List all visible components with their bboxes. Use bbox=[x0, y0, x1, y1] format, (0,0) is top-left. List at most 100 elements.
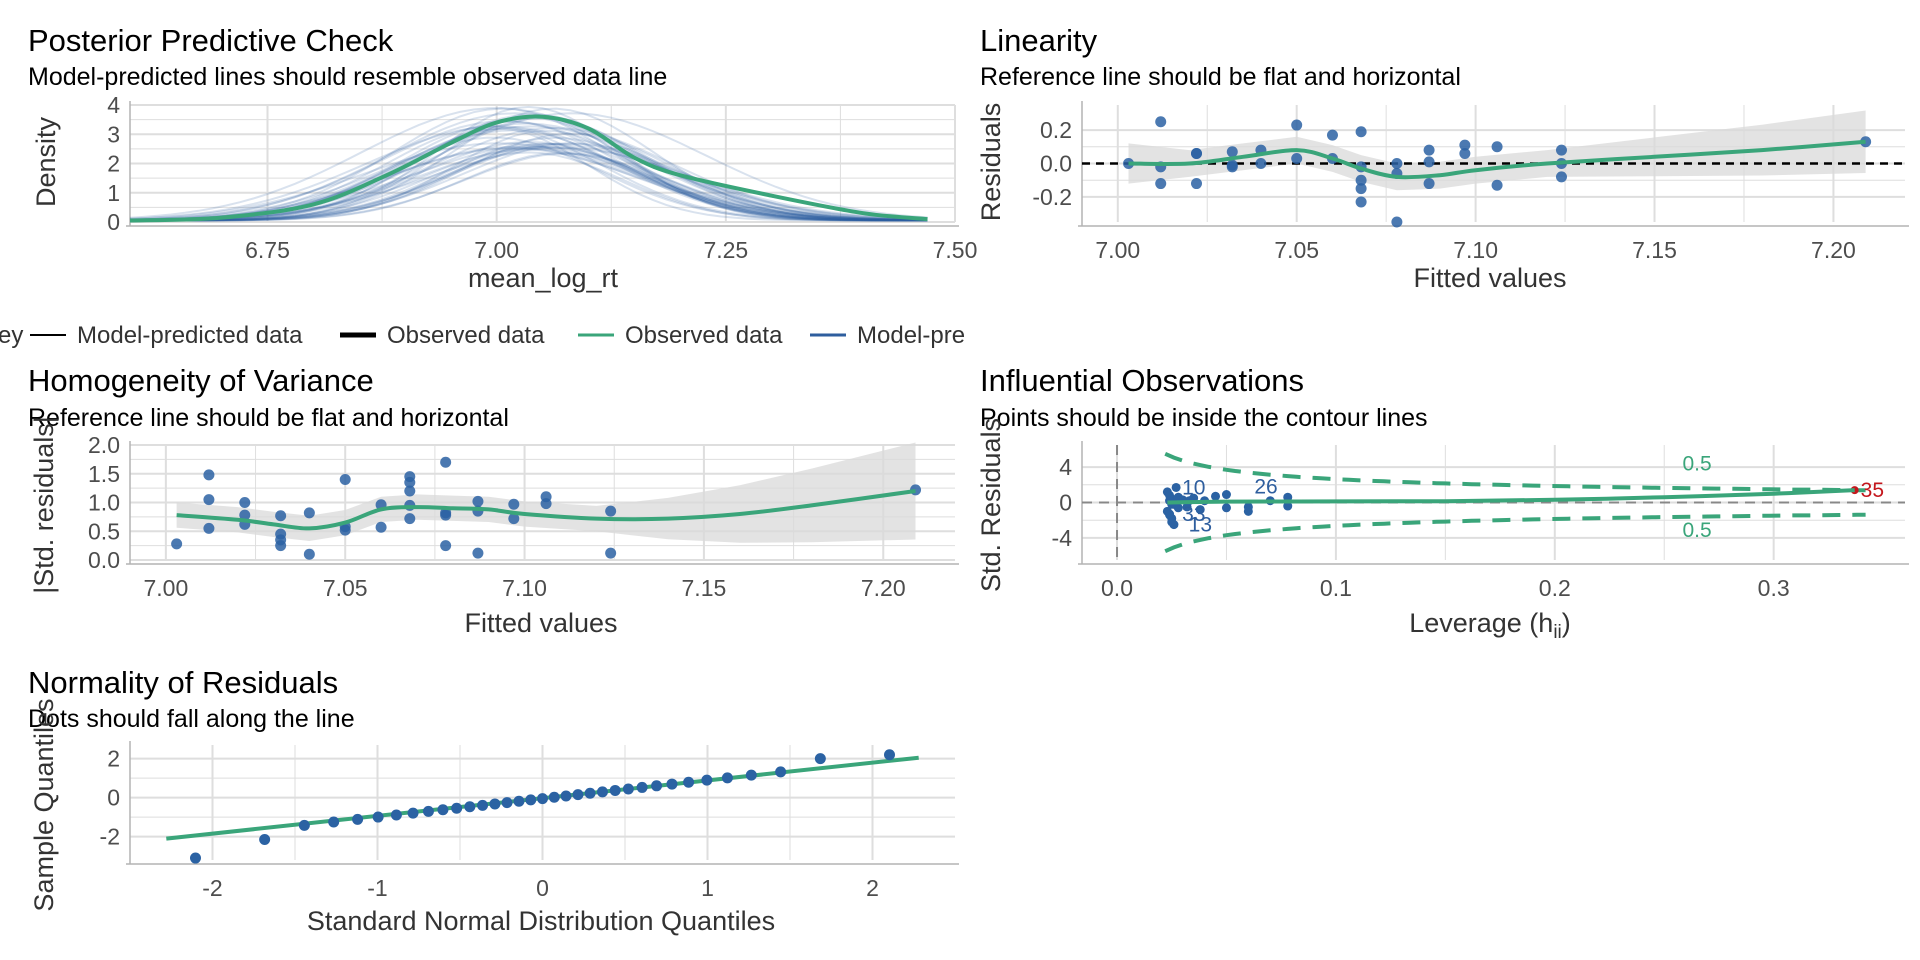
normality-point bbox=[464, 801, 476, 813]
homogeneity-point bbox=[508, 498, 520, 510]
legend-item-label: Model-predicted data bbox=[77, 322, 303, 349]
influential-point-label: 10 bbox=[1182, 476, 1205, 499]
normality-point bbox=[298, 819, 310, 831]
normality-xtick-label: -1 bbox=[367, 875, 387, 901]
ppc-model-predicted-line bbox=[129, 146, 928, 222]
normality-point bbox=[884, 749, 896, 761]
homogeneity-point bbox=[303, 507, 315, 519]
ppc-model-predicted-line bbox=[130, 152, 928, 222]
linearity-title: Linearity bbox=[980, 23, 1098, 58]
ppc-xlabel: mean_log_rt bbox=[468, 263, 619, 293]
linearity-point bbox=[1459, 139, 1471, 151]
linearity-xtick-label: 7.15 bbox=[1632, 237, 1677, 263]
legend: ey Model-predicted data Observed data Obser… bbox=[0, 322, 965, 349]
normality-point bbox=[525, 794, 537, 806]
linearity-point bbox=[1255, 158, 1267, 169]
homogeneity-point bbox=[508, 513, 520, 525]
normality-point bbox=[548, 791, 560, 803]
ppc-model-predicted-line bbox=[130, 145, 928, 222]
influential-title: Influential Observations bbox=[980, 363, 1304, 398]
normality-xtick-label: -2 bbox=[202, 875, 222, 901]
homogeneity-point bbox=[605, 547, 617, 559]
homogeneity-point bbox=[203, 522, 215, 534]
ppc-model-predicted-line bbox=[129, 147, 928, 222]
homogeneity-xtick-label: 7.10 bbox=[502, 575, 547, 601]
normality-ylabel: Sample Quantiles bbox=[29, 698, 59, 911]
ppc-model-predicted-line bbox=[129, 148, 928, 222]
ppc-model-predicted-line bbox=[130, 136, 928, 222]
influential-point bbox=[1221, 490, 1231, 500]
ppc-model-predicted-line bbox=[130, 151, 928, 222]
ppc-model-predicted-line bbox=[130, 151, 928, 222]
influential-point bbox=[1211, 491, 1221, 501]
linearity-confidence-band bbox=[1128, 110, 1866, 191]
homogeneity-smooth-line bbox=[176, 489, 916, 531]
linearity-ylabel: Residuals bbox=[976, 103, 1006, 222]
normality-ytick-label: -2 bbox=[100, 824, 120, 850]
influential-point-label: 33 bbox=[1182, 503, 1205, 526]
homogeneity-point bbox=[203, 494, 215, 506]
normality-point bbox=[352, 813, 364, 825]
linearity-xtick-label: 7.05 bbox=[1274, 237, 1319, 263]
homogeneity-point bbox=[171, 538, 183, 550]
homogeneity-point bbox=[375, 521, 387, 533]
homogeneity-point bbox=[472, 547, 484, 559]
ppc-ytick-label: 3 bbox=[107, 121, 120, 147]
normality-point bbox=[560, 790, 572, 802]
normality-point bbox=[609, 784, 621, 796]
homogeneity-ytick-label: 0.0 bbox=[88, 547, 120, 573]
homogeneity-point bbox=[404, 476, 416, 488]
legend-item-label: Observed data bbox=[625, 322, 783, 349]
homogeneity-point bbox=[203, 469, 215, 481]
homogeneity-xtick-label: 7.05 bbox=[323, 575, 368, 601]
ppc-model-predicted-line bbox=[130, 105, 928, 222]
ppc-ylabel: Density bbox=[31, 116, 61, 207]
influential-point bbox=[1195, 505, 1205, 515]
homogeneity-ytick-label: 0.5 bbox=[88, 518, 120, 544]
linearity-point bbox=[1555, 171, 1567, 183]
linearity-xlabel: Fitted values bbox=[1413, 263, 1566, 293]
normality-point bbox=[636, 781, 648, 793]
homogeneity-ytick-label: 1.5 bbox=[88, 461, 120, 487]
normality-point bbox=[501, 797, 513, 809]
normality-point bbox=[622, 783, 634, 795]
homogeneity-xtick-label: 7.15 bbox=[682, 575, 727, 601]
normality-point bbox=[390, 809, 402, 821]
ppc-model-predicted-line bbox=[129, 125, 928, 222]
influential-contour-lower bbox=[1164, 512, 1866, 554]
ppc-model-predicted-line bbox=[130, 146, 928, 222]
ppc-xtick-label: 6.75 bbox=[245, 237, 290, 263]
homogeneity-point bbox=[239, 509, 251, 521]
homogeneity-point bbox=[339, 474, 351, 485]
normality-point bbox=[537, 793, 548, 805]
normality-point bbox=[666, 778, 678, 790]
linearity-ytick-label: 0.0 bbox=[1040, 151, 1072, 177]
linearity-ytick-label: -0.2 bbox=[1032, 184, 1072, 210]
ppc-model-predicted-line bbox=[129, 112, 928, 221]
ppc-ytick-label: 2 bbox=[107, 151, 120, 177]
linearity-point bbox=[1155, 178, 1167, 190]
linearity-point bbox=[1355, 174, 1367, 186]
normality-point bbox=[189, 852, 201, 864]
homogeneity-point bbox=[339, 524, 351, 536]
influential-xtick-label: 0.0 bbox=[1101, 575, 1133, 601]
ppc-model-predicted-line bbox=[130, 107, 928, 222]
normality-point bbox=[596, 786, 608, 798]
linearity-point bbox=[1391, 158, 1403, 169]
normality-point bbox=[489, 798, 501, 810]
ppc-model-predicted-line bbox=[129, 122, 928, 222]
homogeneity-point bbox=[275, 510, 287, 522]
homogeneity-title: Homogeneity of Variance bbox=[28, 363, 374, 398]
normality-point bbox=[422, 805, 434, 817]
linearity-xtick-label: 7.00 bbox=[1095, 237, 1140, 263]
ppc-ytick-label: 0 bbox=[107, 209, 120, 235]
influential-contour-upper bbox=[1164, 451, 1866, 493]
influential-ytick-label: -4 bbox=[1052, 525, 1073, 551]
normality-point bbox=[477, 799, 489, 811]
ppc-model-predicted-line bbox=[130, 132, 928, 222]
homogeneity-point bbox=[404, 513, 416, 525]
normality-xlabel: Standard Normal Distribution Quantiles bbox=[307, 906, 775, 936]
normality-point bbox=[513, 795, 525, 807]
homogeneity-point bbox=[440, 540, 452, 552]
